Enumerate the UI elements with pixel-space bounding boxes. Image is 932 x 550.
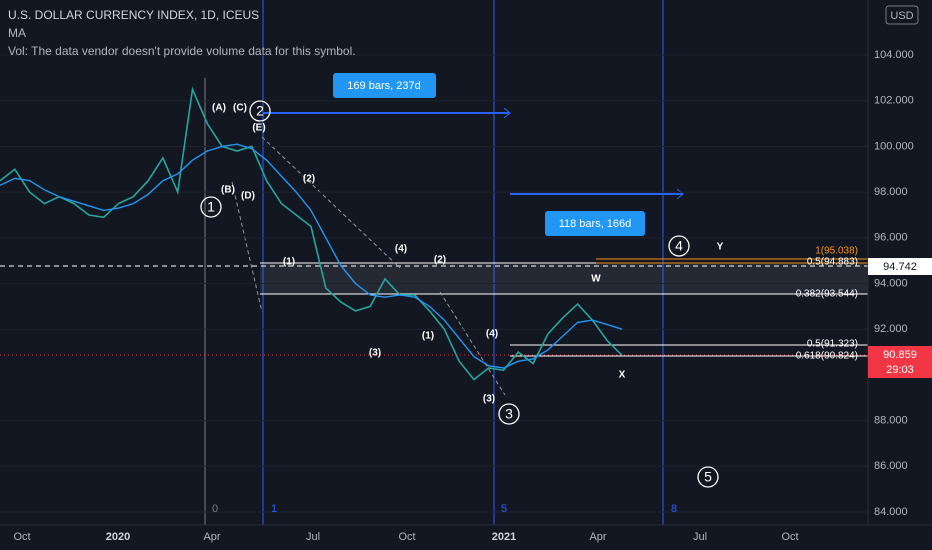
wave-label: (2) <box>434 255 446 266</box>
trend-line <box>439 291 506 396</box>
vline-label: 1 <box>271 503 277 515</box>
wave-circle <box>249 100 271 122</box>
fib-label: 1(95.038) <box>815 246 858 257</box>
currency: USD <box>890 10 913 22</box>
y-tick-label: 104.000 <box>874 49 914 61</box>
y-tick-label: 92.000 <box>874 323 908 335</box>
series-layer <box>0 54 868 513</box>
y-tick-label: 88.000 <box>874 415 908 427</box>
arrow-head <box>503 107 511 119</box>
vline-label: 0 <box>212 503 218 515</box>
wave-circle <box>498 403 520 425</box>
fib-label: 0.5(94.883) <box>807 257 858 268</box>
wave-label: (B) <box>221 185 235 196</box>
fib-label: 0.382(93.544) <box>796 289 858 300</box>
wave-label: (1) <box>283 257 295 268</box>
x-tick-label: 2020 <box>106 531 130 543</box>
arrow-head <box>676 188 684 200</box>
price-tag-label: 94.742 <box>883 261 917 273</box>
volume-note: Vol: The data vendor doesn't provide vol… <box>8 44 356 58</box>
price-tag <box>868 258 932 275</box>
indicator-label: MA <box>8 26 26 40</box>
wave-label: (1) <box>422 331 434 342</box>
y-tick-label: 102.000 <box>874 95 914 107</box>
wave-circle <box>697 466 719 488</box>
trend-line <box>231 181 263 313</box>
fib-label: 0.618(90.824) <box>796 351 858 362</box>
axis-layer: 84.000 86.000 88.000 92.000 94.000 96.000 98.0… <box>13 49 913 543</box>
range-box <box>333 73 436 98</box>
wave-label: (2) <box>303 174 315 185</box>
zone <box>260 264 868 294</box>
y-tick-label: 98.000 <box>874 186 908 198</box>
circled-label: 5 <box>704 469 712 485</box>
x-tick-label: Oct <box>13 531 30 543</box>
x-tick-label: Apr <box>203 531 220 543</box>
x-tick-label: Apr <box>589 531 606 543</box>
price-line <box>0 86 623 381</box>
wave-label: (A) <box>212 103 226 114</box>
wave-circle <box>200 196 222 218</box>
vline-label: 8 <box>671 503 677 515</box>
wave-label: (4) <box>486 329 498 340</box>
fib-label: 0.5(91.323) <box>807 339 858 350</box>
circled-label: 4 <box>675 238 683 254</box>
last-price-tag <box>868 346 932 378</box>
x-tick-label: Jul <box>693 531 707 543</box>
circled-label: 1 <box>207 199 215 215</box>
range-label: 169 bars, 237d <box>347 80 420 92</box>
x-tick-label: Jul <box>306 531 320 543</box>
y-tick-label: 96.000 <box>874 232 908 244</box>
y-tick-label: 84.000 <box>874 506 908 518</box>
range-box <box>545 211 645 236</box>
symbol-title: U.S. DOLLAR CURRENCY INDEX, 1D, ICEUS <box>8 8 259 22</box>
x-tick-label: Oct <box>398 531 415 543</box>
wave-label: W <box>591 274 601 285</box>
x-tick-label: Oct <box>781 531 798 543</box>
currency-box <box>885 5 919 25</box>
wave-label: (3) <box>369 348 381 359</box>
countdown-label: 29:03 <box>886 364 914 376</box>
wave-circle <box>668 235 690 257</box>
wave-label: (D) <box>241 191 255 202</box>
y-tick-label: 100.000 <box>874 140 914 152</box>
ma-line <box>0 143 623 369</box>
wave-label: (E) <box>252 123 265 134</box>
trend-line <box>261 136 401 269</box>
wave-label: X <box>619 370 626 381</box>
wave-label: Y <box>717 242 724 253</box>
vline-label: 5 <box>501 503 507 515</box>
y-tick-label: 86.000 <box>874 460 908 472</box>
circled-label: 2 <box>256 103 264 119</box>
circled-label: 3 <box>505 406 513 422</box>
wave-label: (4) <box>395 244 407 255</box>
wave-label: (3) <box>483 394 495 405</box>
y-tick-label: 94.000 <box>874 277 908 289</box>
x-tick-label: 2021 <box>492 531 516 543</box>
wave-label: (C) <box>233 103 247 114</box>
last-price-label: 90.859 <box>883 349 917 361</box>
range-label: 118 bars, 166d <box>559 218 632 230</box>
